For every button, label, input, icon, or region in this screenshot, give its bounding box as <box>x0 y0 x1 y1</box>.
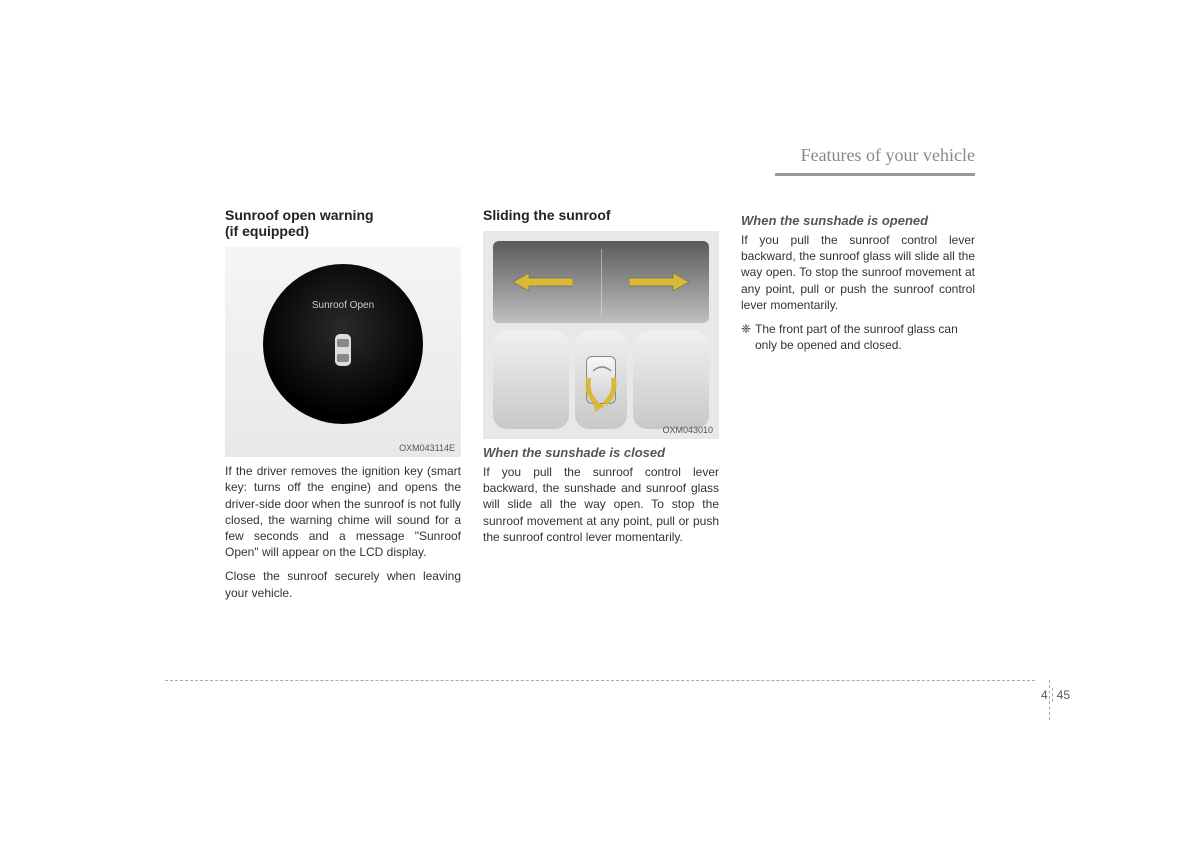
page-page-number: 45 <box>1052 688 1070 702</box>
body-text-warning-1: If the driver removes the ignition key (… <box>225 463 461 560</box>
note-symbol-icon: ❈ <box>741 321 751 337</box>
map-light-left-button <box>493 331 569 429</box>
subsection-sunshade-opened: When the sunshade is opened <box>741 213 975 228</box>
car-top-icon <box>329 330 357 370</box>
chapter-rule <box>775 173 975 176</box>
footer-rule <box>165 680 1035 681</box>
arrow-left-icon <box>513 273 573 296</box>
sunroof-switch-housing <box>575 331 628 429</box>
figure-label-2: OXM043010 <box>662 425 713 435</box>
body-text-sunshade-opened: If you pull the sunroof control lever ba… <box>741 232 975 313</box>
chapter-title: Features of your vehicle <box>801 145 975 166</box>
page-number: 4 45 <box>1041 688 1070 702</box>
column-2: Sliding the sunroof <box>483 207 719 609</box>
lever-motion-arrow-icon <box>581 372 621 417</box>
column-1: Sunroof open warning (if equipped) Sunro… <box>225 207 461 609</box>
figure-label-1: OXM043114E <box>399 443 455 453</box>
body-text-warning-2: Close the sunroof securely when leaving … <box>225 568 461 600</box>
cluster-message-text: Sunroof Open <box>312 300 374 311</box>
note-text: ❈ The front part of the sunroof glass ca… <box>741 321 975 353</box>
columns-container: Sunroof open warning (if equipped) Sunro… <box>225 207 975 609</box>
section-title-sliding-sunroof: Sliding the sunroof <box>483 207 719 223</box>
figure-sunroof-warning: Sunroof Open OXM043114E <box>225 247 461 457</box>
overhead-control-panel <box>493 331 709 429</box>
note-body: The front part of the sunroof glass can … <box>755 322 958 352</box>
subsection-sunshade-closed: When the sunshade is closed <box>483 445 719 460</box>
map-light-right-button <box>633 331 709 429</box>
instrument-cluster-circle: Sunroof Open <box>263 264 423 424</box>
page-section-number: 4 <box>1041 688 1048 702</box>
figure-sliding-sunroof: OXM043010 <box>483 231 719 439</box>
body-text-sunshade-closed: If you pull the sunroof control lever ba… <box>483 464 719 545</box>
arrow-right-icon <box>629 273 689 296</box>
column-3: When the sunshade is opened If you pull … <box>741 207 975 609</box>
section-title-sunroof-warning: Sunroof open warning (if equipped) <box>225 207 461 239</box>
